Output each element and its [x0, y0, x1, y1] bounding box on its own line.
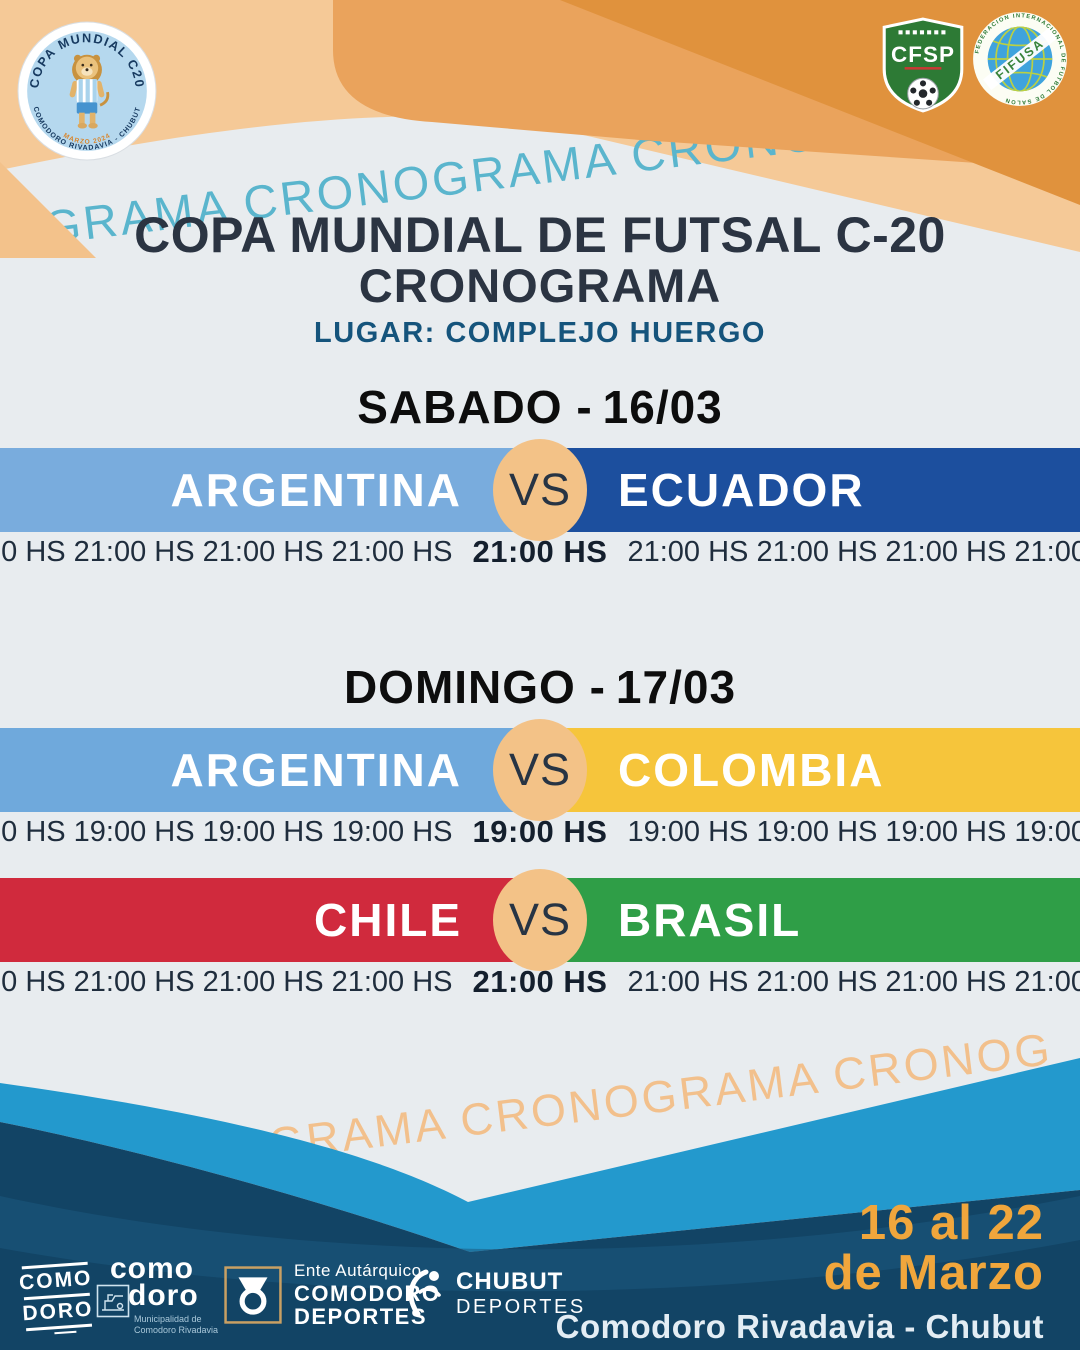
ente-line3: DEPORTES	[294, 1304, 428, 1329]
away-team-name: COLOMBIA	[618, 744, 885, 796]
athlete-icon	[408, 1269, 441, 1317]
day-heading-saturday: SABADO -16/03	[0, 380, 1080, 434]
time-repeat-right: 19:00 HS 19:00 HS 19:00 HS 19:00 HS	[627, 815, 1080, 848]
vs-label: VS	[508, 464, 572, 515]
day-date: 17/03	[615, 661, 737, 713]
vs-label: VS	[508, 744, 572, 795]
municipality-logo: como doro Municipalidad de Comodoro Riva…	[96, 1252, 226, 1336]
cfsp-logo: CFSP	[882, 17, 964, 113]
home-team-name: ARGENTINA	[170, 464, 462, 516]
comodoro-stamp-logo: COMO DORO	[16, 1259, 99, 1336]
vs-badge: VS	[493, 439, 587, 541]
stamp-line1: COMO	[18, 1266, 94, 1295]
time-repeat-right: 21:00 HS 21:00 HS 21:00 HS 21:00 HS	[627, 965, 1080, 998]
venue-line: LUGAR: COMPLEJO HUERGO	[314, 317, 766, 349]
lion-mascot-icon	[69, 54, 110, 129]
away-team-name: ECUADOR	[618, 464, 865, 516]
event-dates-block: 16 al 22 de Marzo Comodoro Rivadavia - C…	[556, 1198, 1044, 1346]
away-team-panel: BRASIL	[540, 878, 1080, 962]
port-crane-icon	[96, 1284, 130, 1318]
day-date: 16/03	[602, 381, 723, 433]
dates-line1: 16 al 22	[858, 1196, 1044, 1250]
away-team-name: BRASIL	[618, 894, 802, 946]
time-row: 21:00 HS 21:00 HS 21:00 HS 21:00 HS 21:0…	[0, 963, 1080, 1001]
time-repeat-left: 19:00 HS 19:00 HS 19:00 HS 19:00 HS	[0, 815, 453, 848]
home-team-panel: CHILE	[0, 878, 540, 962]
fifusa-logo: FEDERACION INTERNACIONAL DE FUTBOL DE SA…	[973, 12, 1067, 106]
ente-autarquico-logo: Ente Autárquico COMODORO DEPORTES	[224, 1262, 440, 1328]
time-row: 19:00 HS 19:00 HS 19:00 HS 19:00 HS 19:0…	[0, 813, 1080, 851]
match-bar-argentina-ecuador: ARGENTINA ECUADOR VS	[0, 439, 1080, 541]
away-team-panel: ECUADOR	[540, 448, 1080, 532]
home-team-panel: ARGENTINA	[0, 728, 540, 812]
vs-label: VS	[508, 894, 572, 945]
ente-line1: Ente Autárquico	[294, 1261, 422, 1280]
match-time: 21:00 HS	[472, 964, 608, 999]
time-repeat-left: 21:00 HS 21:00 HS 21:00 HS 21:00 HS	[0, 965, 453, 998]
municipality-subline2: Comodoro Rivadavia	[134, 1325, 219, 1335]
cfsp-label: CFSP	[891, 42, 955, 67]
event-title: COPA MUNDIAL DE FUTSAL C-20	[134, 207, 946, 263]
location-line: Comodoro Rivadavia - Chubut	[555, 1308, 1044, 1345]
day-heading-sunday: DOMINGO -17/03	[0, 660, 1080, 714]
dates-line2: de Marzo	[823, 1246, 1044, 1300]
away-team-panel: COLOMBIA	[540, 728, 1080, 812]
stamp-line2: DORO	[21, 1297, 95, 1326]
time-repeat-right: 21:00 HS 21:00 HS 21:00 HS 21:00 HS	[627, 535, 1080, 568]
match-bar-chile-brasil: CHILE BRASIL VS	[0, 869, 1080, 971]
home-team-panel: ARGENTINA	[0, 448, 540, 532]
soccer-ball-icon	[907, 77, 939, 110]
municipality-word2: doro	[128, 1279, 199, 1312]
chubut-line1: CHUBUT	[456, 1267, 564, 1295]
day-name: DOMINGO -	[343, 661, 606, 713]
ente-line2: COMODORO	[294, 1281, 441, 1306]
home-team-name: CHILE	[314, 894, 462, 946]
tournament-badge: COPA MUNDIAL C20 COMODORO RIVADAVIA - CH…	[17, 21, 157, 161]
match-time: 19:00 HS	[472, 814, 608, 849]
vs-badge: VS	[493, 719, 587, 821]
home-team-name: ARGENTINA	[170, 744, 462, 796]
vs-badge: VS	[493, 869, 587, 971]
chubut-line2: DEPORTES	[456, 1295, 586, 1318]
time-repeat-left: 21:00 HS 21:00 HS 21:00 HS 21:00 HS	[0, 535, 453, 568]
chubut-deportes-logo: CHUBUT DEPORTES	[404, 1266, 586, 1320]
cfsp-shield	[882, 17, 964, 113]
municipality-subline1: Municipalidad de	[134, 1314, 202, 1324]
match-time: 21:00 HS	[472, 534, 608, 569]
stamp-rule	[54, 1330, 77, 1335]
match-bar-argentina-colombia: ARGENTINA COLOMBIA VS	[0, 719, 1080, 821]
municipality-word1: como	[110, 1252, 195, 1285]
day-name: SABADO -	[357, 381, 593, 433]
event-subtitle: CRONOGRAMA	[358, 259, 722, 312]
time-row: 21:00 HS 21:00 HS 21:00 HS 21:00 HS 21:0…	[0, 533, 1080, 571]
medal-icon	[224, 1266, 282, 1324]
